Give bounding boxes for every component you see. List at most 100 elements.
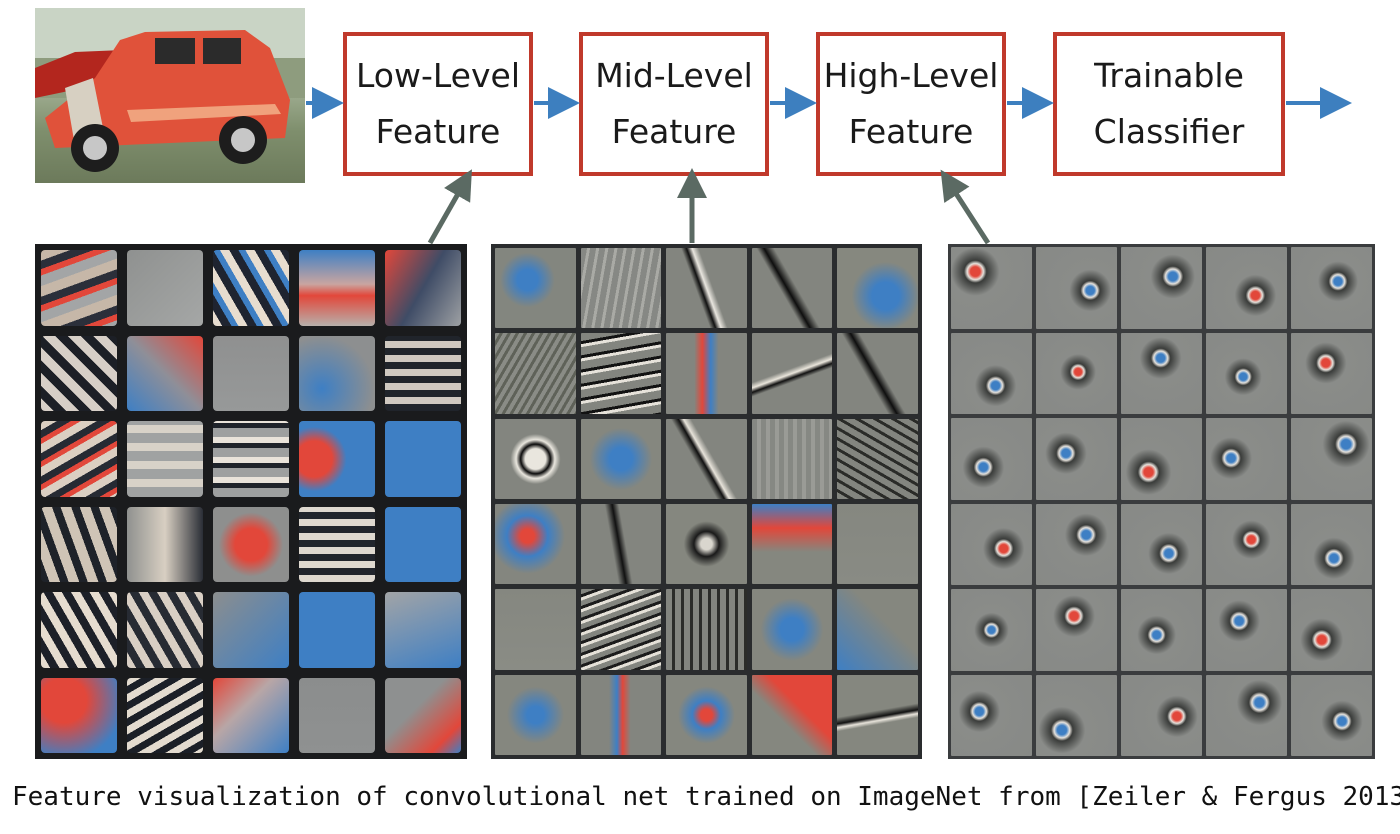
low-level-filter-tile [127, 250, 203, 326]
low-level-filter-tile [213, 250, 289, 326]
figure-caption: Feature visualization of convolutional n… [12, 782, 1400, 812]
input-car-photo [35, 8, 305, 183]
mid-level-filter-tile [666, 504, 747, 585]
high-level-filter-tile [1121, 332, 1202, 414]
mid-level-filter-tile [495, 333, 576, 414]
mid-level-filters-panel [491, 244, 922, 759]
high-level-filter-tile [951, 589, 1032, 671]
low-level-filter-tile [213, 335, 289, 411]
low-level-filter-tile [127, 421, 203, 497]
high-level-filters-panel [948, 244, 1375, 759]
high-level-filter-tile [951, 247, 1032, 329]
high-level-filter-tile [1036, 332, 1117, 414]
mid-level-filter-tile [751, 504, 833, 585]
high-level-feature-label: High-Level Feature [823, 56, 999, 151]
high-level-filter-tile [1291, 332, 1372, 414]
high-level-filter-tile [1206, 418, 1287, 500]
low-level-filter-tile [41, 592, 117, 668]
pointer-arrow-high-filters [940, 169, 991, 245]
mid-level-filter-tile [495, 504, 576, 585]
high-level-filter-tile [1291, 589, 1372, 671]
high-level-filter-tile [1291, 418, 1372, 500]
high-level-filter-tile [951, 418, 1032, 500]
low-level-filter-tile [213, 592, 289, 668]
mid-level-filter-tile [580, 418, 662, 499]
low-level-filter-tile [127, 335, 203, 411]
mid-level-filter-tile [495, 589, 576, 670]
trainable-classifier-box: Trainable Classifier [1053, 32, 1285, 176]
low-level-filter-tile [41, 677, 117, 753]
mid-level-filter-tile [666, 589, 747, 670]
mid-level-filter-tile [751, 333, 833, 414]
high-level-filter-tile [1291, 503, 1372, 585]
mid-level-filter-tile [580, 504, 662, 585]
low-level-filter-tile [299, 335, 375, 411]
high-level-filter-tile [1206, 503, 1287, 585]
high-level-filter-tile [1121, 503, 1202, 585]
low-level-filter-tile [41, 335, 117, 411]
low-level-filter-tile [299, 592, 375, 668]
high-level-feature-box: High-Level Feature [816, 32, 1006, 176]
high-level-filter-tile [1121, 418, 1202, 500]
mid-level-filter-tile [837, 674, 918, 755]
low-level-filter-tile [299, 506, 375, 582]
low-level-filter-tile [213, 677, 289, 753]
mid-level-feature-box: Mid-Level Feature [579, 32, 769, 176]
low-level-filter-tile [385, 592, 461, 668]
low-level-filters-panel [35, 244, 467, 759]
low-level-feature-label: Low-Level Feature [355, 56, 520, 151]
high-level-filter-tile [1206, 589, 1287, 671]
low-level-filter-tile [127, 506, 203, 582]
low-level-filter-tile [385, 250, 461, 326]
mid-level-filter-tile [666, 674, 747, 755]
low-level-filter-tile [127, 677, 203, 753]
high-level-filter-tile [951, 332, 1032, 414]
mid-level-feature-label: Mid-Level Feature [595, 56, 753, 151]
mid-level-filter-tile [580, 333, 662, 414]
mid-level-filter-tile [837, 333, 918, 414]
mid-level-filter-tile [837, 248, 918, 329]
low-level-filter-tile [385, 335, 461, 411]
high-level-filter-tile [951, 674, 1032, 756]
mid-level-filter-tile [837, 504, 918, 585]
high-level-filter-tile [1206, 674, 1287, 756]
high-level-filter-tile [951, 503, 1032, 585]
low-level-filter-tile [41, 250, 117, 326]
trainable-classifier-label: Trainable Classifier [1093, 56, 1245, 151]
low-level-filter-tile [41, 506, 117, 582]
low-level-filter-tile [385, 506, 461, 582]
high-level-filter-tile [1206, 332, 1287, 414]
high-level-filter-tile [1121, 674, 1202, 756]
low-level-filter-tile [213, 421, 289, 497]
mid-level-filter-tile [666, 333, 747, 414]
low-level-filter-tile [299, 421, 375, 497]
mid-level-filter-tile [751, 589, 833, 670]
high-level-filter-tile [1036, 589, 1117, 671]
low-level-filter-tile [385, 677, 461, 753]
mid-level-filter-tile [666, 248, 747, 329]
high-level-filter-tile [1206, 247, 1287, 329]
mid-level-filter-tile [580, 589, 662, 670]
low-level-filter-tile [299, 250, 375, 326]
mid-level-filter-tile [751, 418, 833, 499]
low-level-filter-tile [213, 506, 289, 582]
low-level-feature-box: Low-Level Feature [343, 32, 533, 176]
mid-level-filter-tile [751, 674, 833, 755]
mid-level-filter-tile [495, 248, 576, 329]
low-level-filter-tile [41, 421, 117, 497]
mid-level-filter-tile [580, 248, 662, 329]
mid-level-filter-tile [495, 418, 576, 499]
high-level-filter-tile [1036, 674, 1117, 756]
mid-level-filter-tile [666, 418, 747, 499]
mid-level-filter-tile [837, 589, 918, 670]
low-level-filter-tile [299, 677, 375, 753]
high-level-filter-tile [1121, 589, 1202, 671]
high-level-filter-tile [1121, 247, 1202, 329]
high-level-filter-tile [1291, 674, 1372, 756]
low-level-filter-tile [385, 421, 461, 497]
high-level-filter-tile [1036, 247, 1117, 329]
high-level-filter-tile [1036, 503, 1117, 585]
mid-level-filter-tile [837, 418, 918, 499]
high-level-filter-tile [1036, 418, 1117, 500]
